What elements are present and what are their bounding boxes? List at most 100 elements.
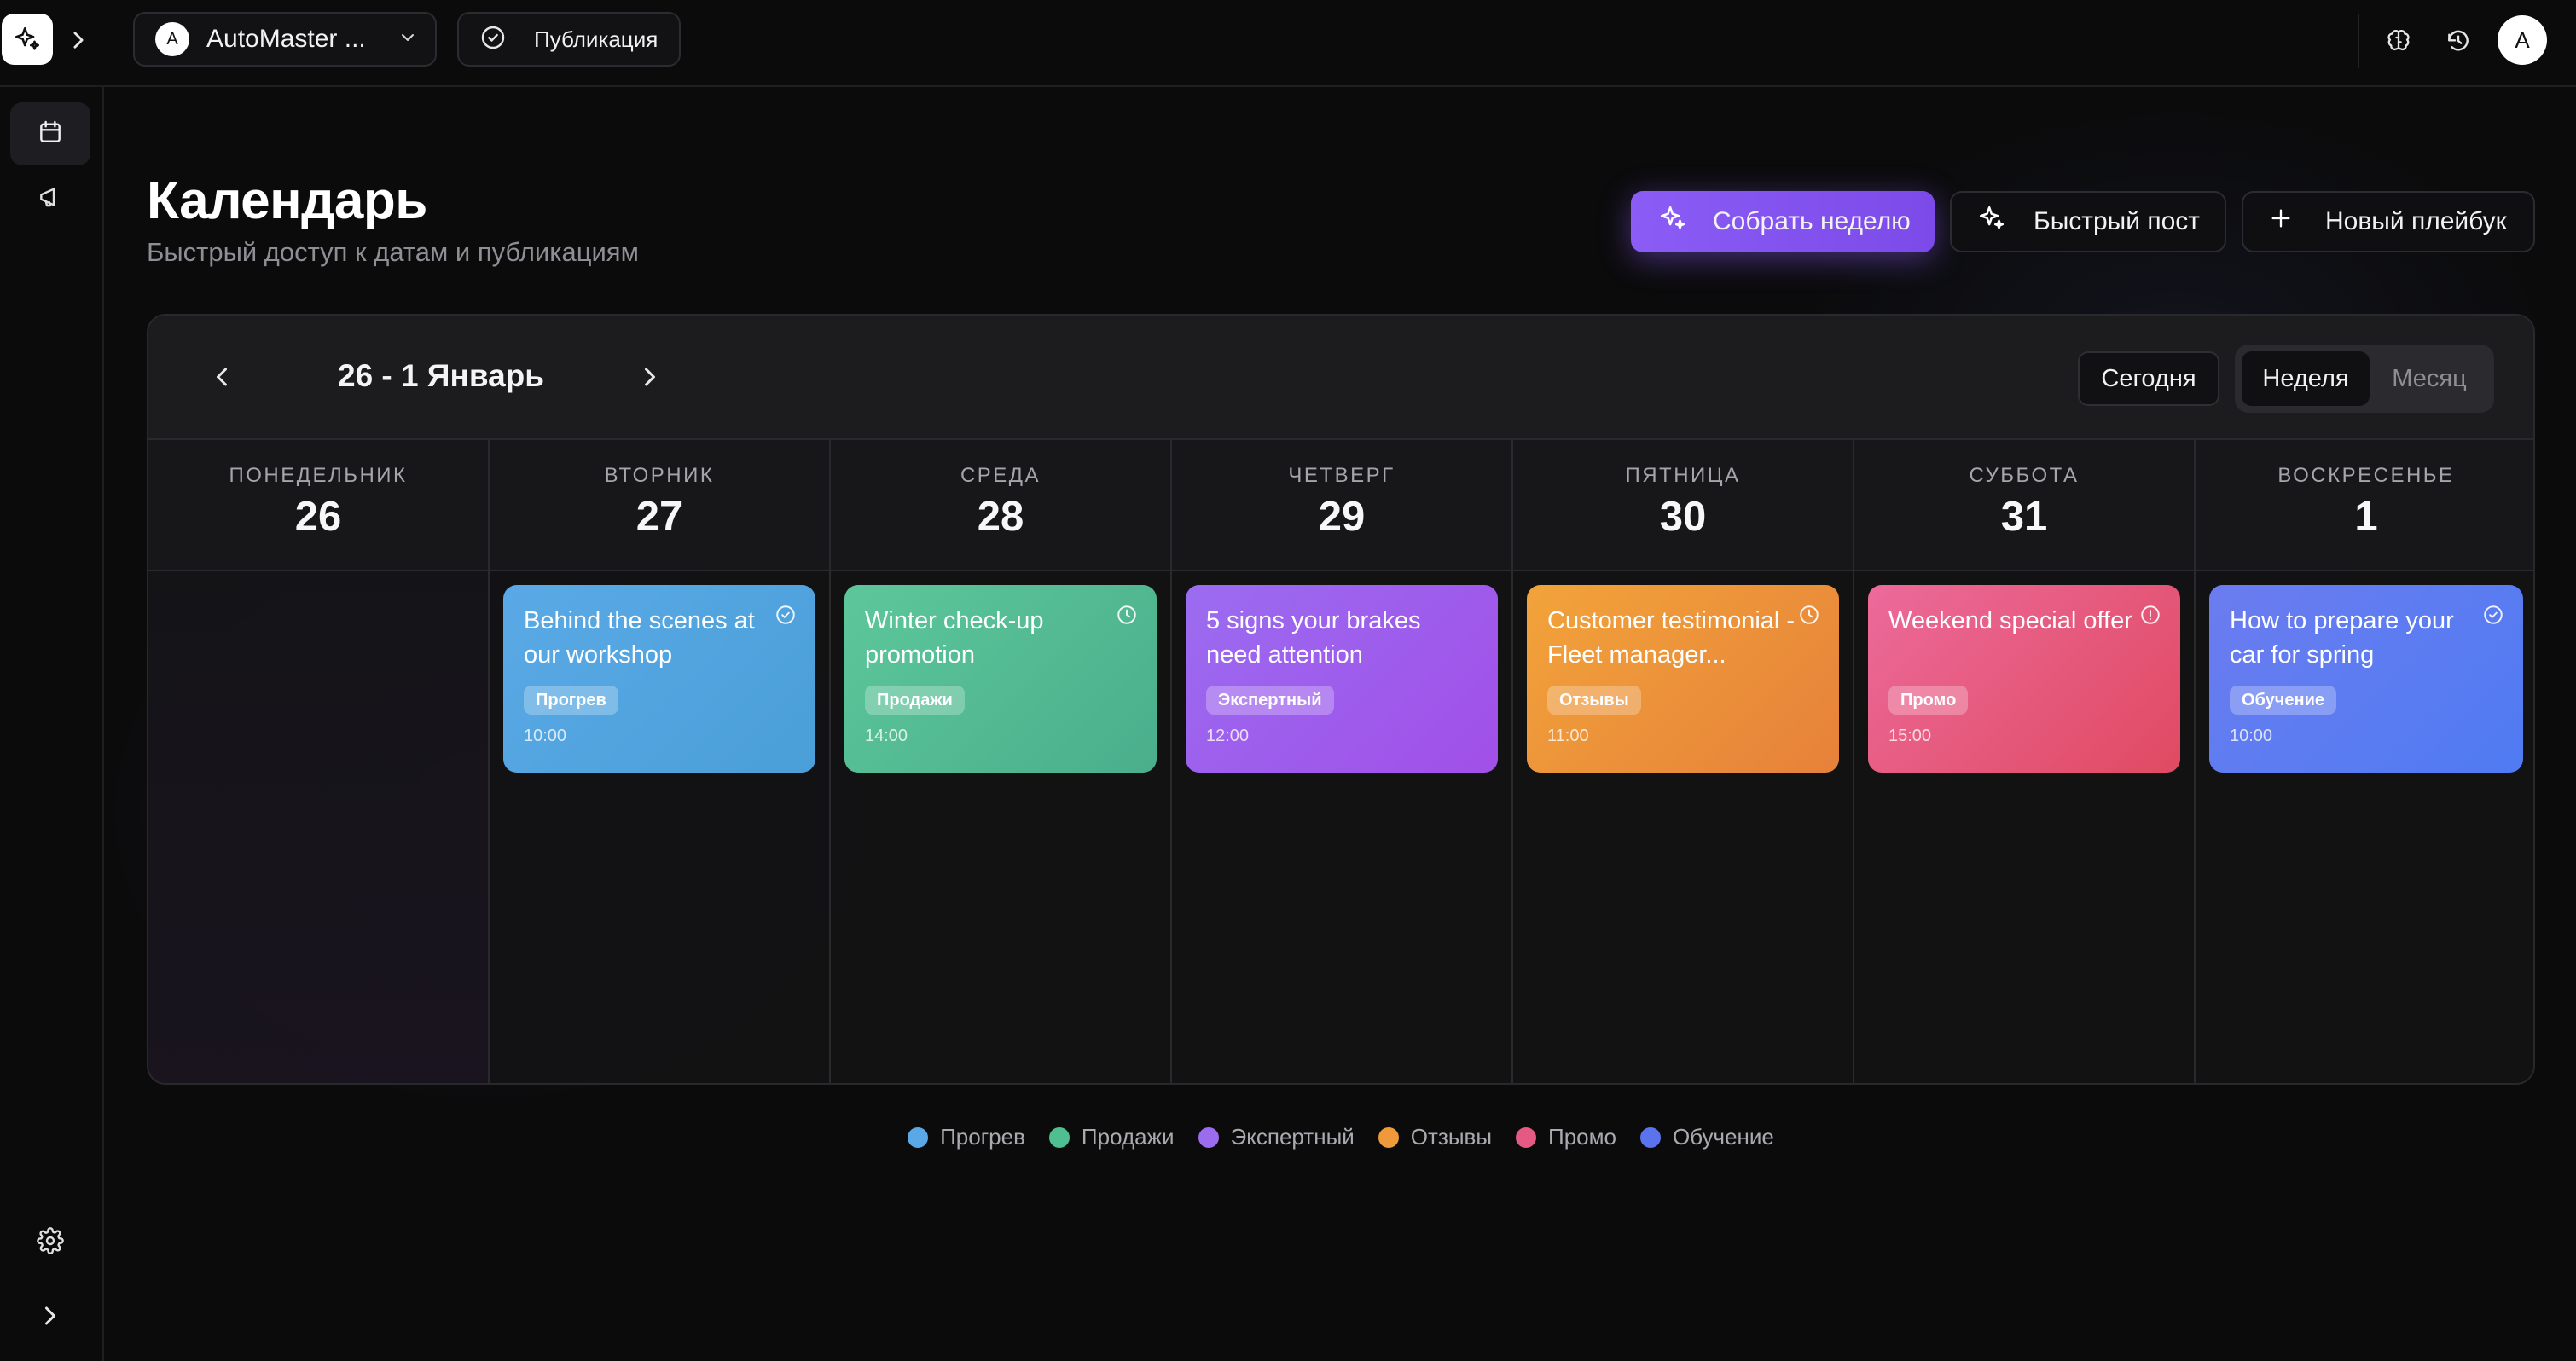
page-subtitle: Быстрый доступ к датам и публикациям: [147, 237, 639, 267]
day-column[interactable]: Customer testimonial - Fleet manager... О…: [1513, 571, 1854, 1083]
post-category-tag: Экспертный: [1206, 686, 1334, 715]
post-category-tag: Промо: [1888, 686, 1969, 715]
legend-dot: [1516, 1126, 1537, 1148]
day-name: ЧЕТВЕРГ: [1288, 464, 1395, 487]
day-column[interactable]: Weekend special offer Промо 15:00: [1854, 571, 2196, 1083]
view-toggle: Неделя Месяц: [2235, 345, 2494, 413]
category-legend: Прогрев Продажи Экспертный Отзывы Промо Обуче…: [147, 1124, 2535, 1150]
next-week-button[interactable]: [633, 360, 667, 394]
quick-post-label: Быстрый пост: [2034, 207, 2200, 235]
collect-week-label: Собрать неделю: [1713, 207, 1911, 235]
project-name: AutoMaster ...: [206, 25, 366, 53]
calendar-icon: [37, 119, 64, 150]
post-time: 10:00: [524, 727, 567, 745]
history-icon[interactable]: [2440, 22, 2477, 60]
day-number: 1: [2354, 494, 2378, 540]
post-title: Winter check-up promotion: [865, 607, 1044, 669]
view-month-tab[interactable]: Месяц: [2392, 364, 2467, 392]
day-column[interactable]: Winter check-up promotion Продажи 14:00: [831, 571, 1172, 1083]
day-name: ВОСКРЕСЕНЬЕ: [2277, 464, 2455, 487]
day-number: 28: [977, 494, 1024, 540]
legend-item: Обучение: [1639, 1124, 1774, 1150]
check-circle-icon: [479, 24, 507, 55]
prev-week-button[interactable]: [205, 360, 239, 394]
clock-icon: [1798, 604, 1820, 626]
post-time: 12:00: [1206, 727, 1250, 745]
sidebar-item-settings[interactable]: [10, 1211, 90, 1274]
check-circle-icon: [775, 604, 797, 626]
legend-item: Экспертный: [1198, 1124, 1355, 1150]
legend-dot: [1198, 1126, 1219, 1148]
post-category-tag: Продажи: [865, 686, 965, 715]
clock-icon: [1116, 604, 1138, 626]
day-number: 27: [635, 494, 683, 540]
legend-dot: [908, 1126, 929, 1148]
collect-week-button[interactable]: Собрать неделю: [1631, 191, 1935, 252]
post-title: Customer testimonial - Fleet manager...: [1547, 607, 1796, 669]
day-number: 30: [1659, 494, 1707, 540]
day-column[interactable]: How to prepare your car for spring Обучен…: [2196, 571, 2533, 1083]
legend-label: Экспертный: [1230, 1124, 1355, 1150]
sparkle-logo-icon[interactable]: [2, 14, 53, 65]
project-selector[interactable]: A AutoMaster ...: [133, 12, 437, 67]
day-header: СУББОТА 31: [1854, 440, 2196, 571]
calendar-panel: 26 - 1 Январь Сегодня Неделя Месяц ПОНЕД…: [147, 314, 2535, 1085]
chevron-right-icon: [43, 1306, 58, 1330]
post-category-tag: Обучение: [2230, 686, 2337, 715]
legend-item: Промо: [1516, 1124, 1616, 1150]
legend-dot: [1639, 1126, 1661, 1148]
post-card[interactable]: Customer testimonial - Fleet manager... О…: [1527, 585, 1839, 773]
day-column[interactable]: [148, 571, 490, 1083]
day-name: СУББОТА: [1969, 464, 2080, 487]
day-header: ПОНЕДЕЛЬНИК 26: [148, 440, 490, 571]
post-category-tag: Отзывы: [1547, 686, 1641, 715]
day-column[interactable]: Behind the scenes at our workshop Прогрев…: [490, 571, 831, 1083]
post-card[interactable]: Behind the scenes at our workshop Прогрев…: [503, 585, 815, 773]
sidebar-expand-button[interactable]: [10, 1286, 90, 1349]
day-header: ЧЕТВЕРГ 29: [1172, 440, 1513, 571]
date-range-label: 26 - 1 Январь: [338, 358, 545, 393]
today-button[interactable]: Сегодня: [2078, 351, 2219, 406]
day-header: ВОСКРЕСЕНЬЕ 1: [2196, 440, 2533, 571]
publication-button[interactable]: Публикация: [457, 12, 681, 67]
post-time: 15:00: [1888, 727, 1932, 745]
post-time: 14:00: [865, 727, 908, 745]
post-card[interactable]: Weekend special offer Промо 15:00: [1868, 585, 2180, 773]
day-number: 31: [2000, 494, 2048, 540]
sparkle-icon: [1977, 204, 2006, 240]
day-header: СРЕДА 28: [831, 440, 1172, 571]
view-week-tab[interactable]: Неделя: [2242, 351, 2370, 406]
megaphone-icon: [37, 183, 64, 215]
top-divider: [2358, 14, 2359, 68]
legend-label: Продажи: [1081, 1124, 1175, 1150]
chevron-right-icon[interactable]: [67, 26, 90, 55]
post-card[interactable]: 5 signs your brakes need attention Экспер…: [1186, 585, 1498, 773]
user-avatar[interactable]: A: [2498, 15, 2547, 65]
calendar-toolbar: 26 - 1 Январь Сегодня Неделя Месяц: [148, 316, 2533, 440]
post-title: Behind the scenes at our workshop: [524, 607, 755, 669]
legend-label: Прогрев: [940, 1124, 1025, 1150]
alert-circle-icon: [2139, 604, 2161, 626]
sidebar-item-calendar[interactable]: [10, 102, 90, 165]
day-name: ПОНЕДЕЛЬНИК: [229, 464, 408, 487]
page-title: Календарь: [147, 171, 427, 230]
legend-item: Продажи: [1048, 1124, 1175, 1150]
project-avatar: A: [155, 22, 189, 56]
legend-item: Прогрев: [908, 1124, 1025, 1150]
legend-label: Отзывы: [1410, 1124, 1493, 1150]
day-name: ВТОРНИК: [604, 464, 715, 487]
day-column[interactable]: 5 signs your brakes need attention Экспер…: [1172, 571, 1513, 1083]
day-header: ПЯТНИЦА 30: [1513, 440, 1854, 571]
quick-post-button[interactable]: Быстрый пост: [1950, 191, 2226, 252]
brain-icon[interactable]: [2380, 22, 2417, 60]
top-bar: A AutoMaster ... Публикация A: [0, 0, 2576, 87]
post-card[interactable]: How to prepare your car for spring Обучен…: [2209, 585, 2523, 773]
post-time: 10:00: [2230, 727, 2273, 745]
check-circle-icon: [2482, 604, 2504, 626]
post-title: How to prepare your car for spring: [2230, 607, 2454, 669]
post-category-tag: Прогрев: [524, 686, 618, 715]
new-playbook-button[interactable]: Новый плейбук: [2242, 191, 2535, 252]
sidebar-item-campaigns[interactable]: [10, 167, 90, 230]
post-card[interactable]: Winter check-up promotion Продажи 14:00: [844, 585, 1157, 773]
